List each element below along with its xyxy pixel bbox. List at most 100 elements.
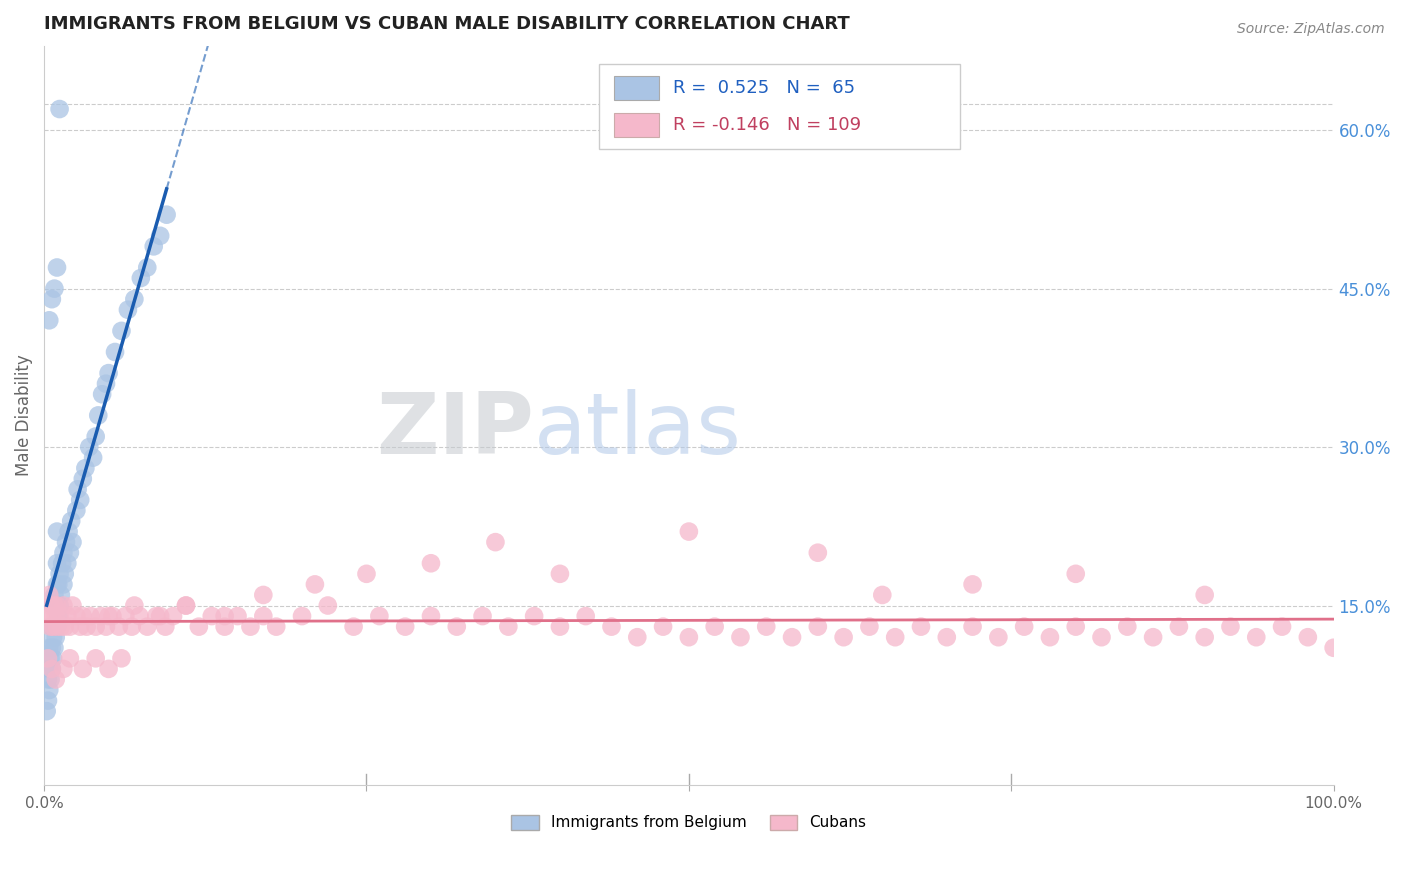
Text: atlas: atlas — [534, 389, 742, 472]
Point — [962, 577, 984, 591]
Point — [59, 620, 82, 634]
Point — [60, 514, 83, 528]
Point — [420, 609, 443, 624]
Point — [987, 630, 1010, 644]
Point — [1012, 620, 1035, 634]
Point — [91, 387, 114, 401]
Point — [39, 620, 62, 634]
Point — [37, 609, 59, 624]
Point — [136, 620, 159, 634]
Point — [342, 620, 364, 634]
Point — [149, 609, 172, 624]
Point — [44, 620, 66, 634]
Point — [755, 620, 778, 634]
Point — [38, 640, 60, 655]
Point — [48, 609, 70, 624]
Text: R =  0.525   N =  65: R = 0.525 N = 65 — [673, 78, 855, 97]
Point — [41, 662, 63, 676]
Point — [156, 208, 179, 222]
Point — [1194, 630, 1216, 644]
Point — [66, 483, 89, 497]
Point — [72, 609, 94, 624]
Point — [46, 577, 69, 591]
Point — [117, 302, 139, 317]
Point — [239, 620, 262, 634]
Point — [65, 609, 87, 624]
Text: ZIP: ZIP — [377, 389, 534, 472]
Point — [46, 260, 69, 275]
Point — [39, 673, 62, 687]
Point — [84, 651, 107, 665]
Point — [48, 566, 70, 581]
Point — [90, 609, 112, 624]
Point — [356, 566, 378, 581]
Point — [962, 620, 984, 634]
Point — [52, 546, 75, 560]
Point — [471, 609, 494, 624]
Point — [77, 440, 100, 454]
Text: R = -0.146   N = 109: R = -0.146 N = 109 — [673, 116, 862, 134]
Point — [129, 271, 152, 285]
Point — [94, 620, 117, 634]
Point — [446, 620, 468, 634]
Point — [38, 588, 60, 602]
Point — [59, 546, 82, 560]
Point — [75, 461, 97, 475]
Point — [162, 609, 184, 624]
Point — [37, 693, 59, 707]
FancyBboxPatch shape — [614, 113, 659, 136]
Point — [45, 630, 67, 644]
Point — [37, 673, 59, 687]
Point — [226, 609, 249, 624]
Point — [136, 260, 159, 275]
Point — [187, 620, 209, 634]
Point — [42, 620, 65, 634]
Point — [291, 609, 314, 624]
Point — [53, 566, 76, 581]
Point — [58, 524, 80, 539]
Point — [124, 292, 146, 306]
Text: IMMIGRANTS FROM BELGIUM VS CUBAN MALE DISABILITY CORRELATION CHART: IMMIGRANTS FROM BELGIUM VS CUBAN MALE DI… — [44, 15, 849, 33]
Text: Source: ZipAtlas.com: Source: ZipAtlas.com — [1237, 22, 1385, 37]
Point — [45, 609, 67, 624]
Point — [79, 609, 101, 624]
Point — [38, 683, 60, 698]
Point — [1194, 588, 1216, 602]
Point — [394, 620, 416, 634]
Point — [59, 651, 82, 665]
Point — [39, 651, 62, 665]
Point — [600, 620, 623, 634]
Point — [51, 556, 73, 570]
Point — [44, 640, 66, 655]
Point — [108, 620, 131, 634]
Point — [807, 546, 830, 560]
Point — [46, 620, 69, 634]
Point — [97, 609, 120, 624]
Point — [548, 620, 571, 634]
Point — [46, 524, 69, 539]
Point — [52, 599, 75, 613]
Point — [1090, 630, 1112, 644]
Point — [65, 503, 87, 517]
Point — [46, 609, 69, 624]
Point — [48, 599, 70, 613]
Point — [484, 535, 506, 549]
Point — [101, 609, 124, 624]
Point — [49, 588, 72, 602]
Point — [142, 239, 165, 253]
Point — [498, 620, 520, 634]
Point — [46, 620, 69, 634]
Point — [174, 599, 197, 613]
Point — [69, 620, 91, 634]
Point — [652, 620, 675, 634]
Point — [1064, 566, 1087, 581]
Point — [1219, 620, 1241, 634]
Point — [1323, 640, 1346, 655]
Legend: Immigrants from Belgium, Cubans: Immigrants from Belgium, Cubans — [505, 808, 873, 837]
Point — [523, 609, 546, 624]
Point — [84, 429, 107, 443]
Point — [87, 409, 110, 423]
Point — [104, 345, 127, 359]
Point — [201, 609, 224, 624]
Point — [38, 662, 60, 676]
